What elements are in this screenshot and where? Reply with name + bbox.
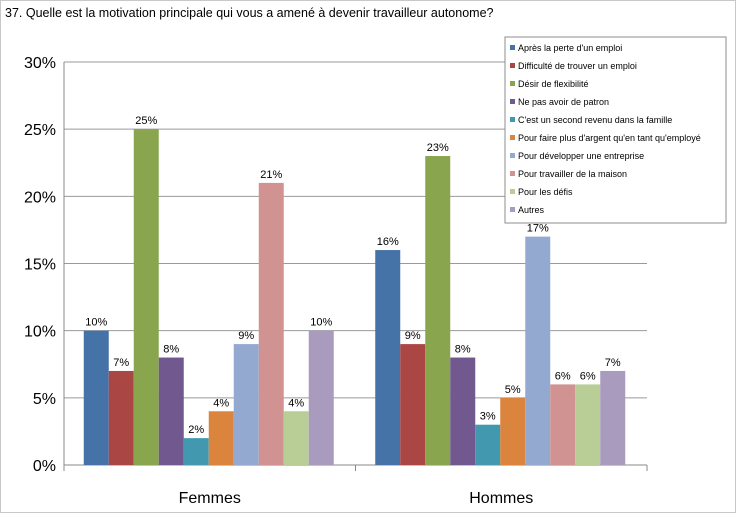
- legend-swatch: [510, 135, 515, 140]
- data-label: 17%: [527, 223, 549, 235]
- data-label: 2%: [188, 424, 204, 436]
- data-label: 6%: [555, 370, 571, 382]
- bar: [108, 370, 134, 465]
- legend-swatch: [510, 81, 515, 86]
- legend-label: Désir de flexibilité: [518, 79, 589, 89]
- legend-label: Pour travailler de la maison: [518, 169, 627, 179]
- bar: [283, 411, 309, 465]
- legend-box: [504, 36, 727, 224]
- bar: [500, 397, 526, 465]
- legend: Après la perte d'un emploi Difficulté de …: [504, 36, 727, 224]
- data-label: 4%: [288, 397, 304, 409]
- data-label: 10%: [85, 317, 107, 329]
- bar: [133, 129, 159, 465]
- data-label: 8%: [163, 344, 179, 356]
- bar: [400, 344, 426, 465]
- legend-label: Pour développer une entreprise: [518, 151, 644, 161]
- data-labels: 10% 7% 25% 8% 2% 4% 9% 21% 4% 10% 16% 9% 23% 8% 3% 5% 17…: [85, 115, 621, 436]
- bars: [83, 129, 626, 466]
- y-tick-label: 25%: [24, 122, 56, 139]
- data-label: 7%: [113, 357, 129, 369]
- bar: [525, 236, 551, 465]
- bar: [208, 411, 234, 465]
- category-label: Hommes: [469, 490, 533, 507]
- bar: [308, 330, 334, 465]
- legend-label: Autres: [518, 205, 545, 215]
- y-tick-label: 10%: [24, 324, 56, 341]
- legend-swatch: [510, 207, 515, 212]
- legend-swatch: [510, 63, 515, 68]
- data-label: 10%: [310, 317, 332, 329]
- data-label: 8%: [455, 344, 471, 356]
- legend-swatch: [510, 99, 515, 104]
- data-label: 6%: [580, 370, 596, 382]
- bar: [550, 384, 576, 465]
- legend-label: Difficulté de trouver un emploi: [518, 61, 637, 71]
- bar: [475, 424, 501, 465]
- category-label: Femmes: [179, 490, 241, 507]
- legend-label: Pour faire plus d'argent qu'en tant qu'e…: [518, 133, 701, 143]
- bar: [258, 182, 284, 465]
- data-label: 21%: [260, 169, 282, 181]
- bar: [83, 330, 109, 465]
- y-axis-ticks: 0% 5% 10% 15% 20% 25% 30%: [24, 55, 56, 475]
- data-label: 9%: [238, 330, 254, 342]
- data-label: 7%: [605, 357, 621, 369]
- bar: [600, 370, 626, 465]
- legend-label: C'est un second revenu dans la famille: [518, 115, 672, 125]
- y-tick-label: 20%: [24, 189, 56, 206]
- data-label: 4%: [213, 397, 229, 409]
- legend-swatch: [510, 171, 515, 176]
- data-label: 3%: [480, 411, 496, 423]
- data-label: 23%: [427, 142, 449, 154]
- legend-swatch: [510, 189, 515, 194]
- question-title: 37. Quelle est la motivation principale …: [5, 6, 494, 20]
- bar: [375, 250, 401, 465]
- data-label: 5%: [505, 384, 521, 396]
- y-tick-label: 15%: [24, 257, 56, 274]
- data-label: 9%: [405, 330, 421, 342]
- legend-label: Ne pas avoir de patron: [518, 97, 609, 107]
- bar: [158, 357, 184, 465]
- legend-label: Pour les défis: [518, 187, 573, 197]
- legend-label: Après la perte d'un emploi: [518, 43, 622, 53]
- bar: [425, 156, 451, 466]
- legend-swatch: [510, 117, 515, 122]
- category-labels: Femmes Hommes: [179, 490, 534, 507]
- y-tick-label: 0%: [33, 458, 56, 475]
- bar: [575, 384, 601, 465]
- data-label: 25%: [135, 115, 157, 127]
- legend-swatch: [510, 153, 515, 158]
- legend-swatch: [510, 45, 515, 50]
- bar: [450, 357, 476, 465]
- bar: [233, 344, 259, 465]
- bar: [183, 438, 209, 465]
- y-tick-label: 5%: [33, 391, 56, 408]
- data-label: 16%: [377, 236, 399, 248]
- y-tick-label: 30%: [24, 55, 56, 72]
